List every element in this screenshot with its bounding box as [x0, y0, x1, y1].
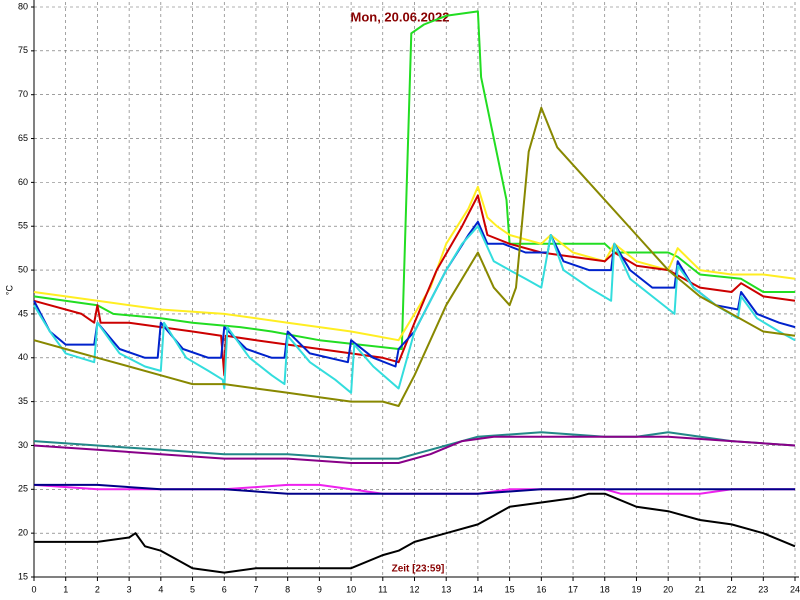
x-tick-label: 3 [127, 584, 132, 594]
x-tick-label: 11 [378, 584, 387, 594]
y-tick-label: 30 [18, 440, 28, 450]
x-tick-label: 0 [31, 584, 36, 594]
y-axis-label: °C [4, 284, 14, 295]
x-tick-label: 4 [158, 584, 163, 594]
y-tick-label: 35 [18, 396, 28, 406]
series-line [34, 492, 796, 574]
x-tick-label: 13 [441, 584, 451, 594]
x-tick-label: 5 [190, 584, 195, 594]
x-tick-label: 18 [600, 584, 610, 594]
series-line [33, 106, 796, 407]
series-line [33, 435, 796, 464]
x-tick-label: 7 [253, 584, 258, 594]
x-tick-label: 12 [409, 584, 419, 594]
x-tick-label: 17 [568, 584, 578, 594]
chart-title: Mon, 20.06.2022 [351, 9, 450, 24]
y-tick-label: 20 [18, 528, 28, 538]
series-line [34, 483, 795, 495]
x-tick-label: 19 [631, 584, 641, 594]
x-tick-label: 2 [95, 584, 100, 594]
x-tick-label: 8 [285, 584, 290, 594]
y-tick-label: 55 [18, 221, 28, 231]
x-tick-label: 16 [536, 584, 546, 594]
x-tick-label: 22 [727, 584, 737, 594]
y-tick-label: 40 [18, 352, 28, 362]
x-axis-label: Zeit [23:59] [392, 564, 445, 575]
y-tick-label: 25 [18, 484, 28, 494]
x-tick-label: 9 [317, 584, 322, 594]
y-tick-label: 65 [18, 133, 28, 143]
y-tick-label: 45 [18, 308, 28, 318]
x-tick-label: 15 [505, 584, 515, 594]
x-tick-label: 14 [473, 584, 483, 594]
x-tick-label: 10 [346, 584, 356, 594]
y-tick-label: 15 [18, 571, 28, 581]
series-line [33, 194, 796, 377]
y-tick-label: 60 [18, 177, 28, 187]
series-line [33, 225, 796, 394]
series-line [33, 431, 796, 460]
series-line [33, 185, 796, 342]
x-tick-label: 24 [790, 584, 800, 594]
x-tick-label: 20 [663, 584, 673, 594]
x-tick-label: 1 [63, 584, 68, 594]
y-tick-label: 75 [18, 45, 28, 55]
x-tick-label: 23 [758, 584, 768, 594]
x-tick-label: 6 [222, 584, 227, 594]
series-line [33, 10, 795, 350]
y-tick-label: 80 [18, 1, 28, 11]
y-tick-label: 50 [18, 264, 28, 274]
x-tick-label: 21 [695, 584, 705, 594]
y-tick-label: 70 [18, 89, 28, 99]
